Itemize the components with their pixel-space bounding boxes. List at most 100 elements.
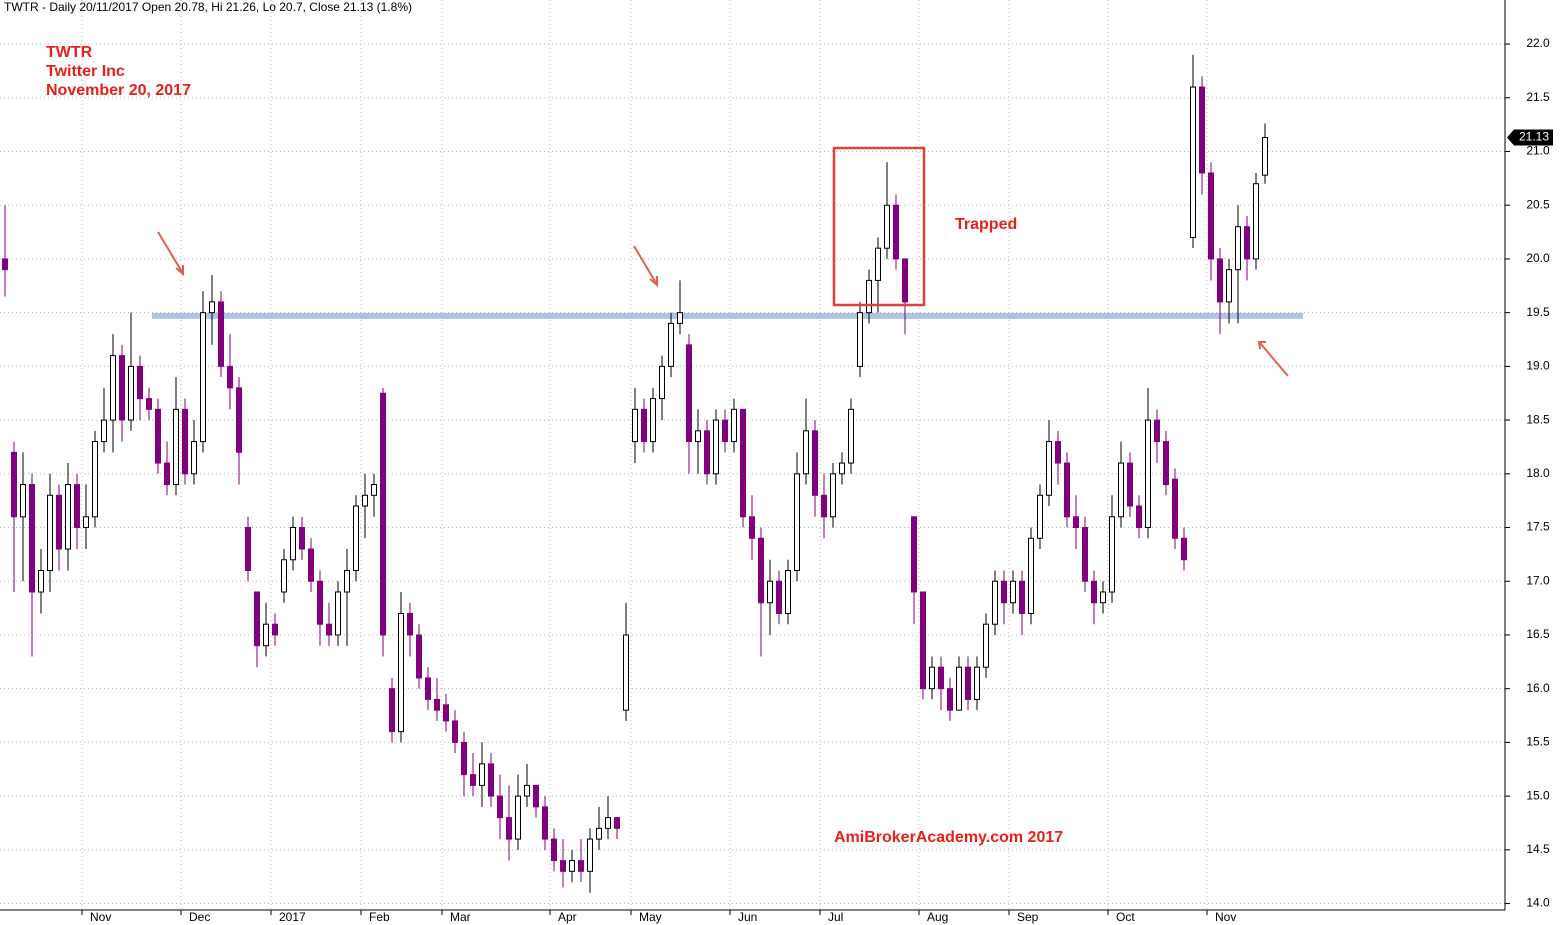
- candle-body: [902, 258, 908, 303]
- candle-body: [227, 365, 233, 389]
- candle-body: [434, 698, 440, 711]
- candle-body: [38, 569, 44, 593]
- x-tick-label: 2017: [279, 910, 306, 924]
- candle-body: [272, 623, 278, 636]
- trap-box: [832, 146, 926, 307]
- arrow: [1259, 342, 1289, 377]
- arrow-head: [649, 276, 658, 288]
- candle-body: [47, 494, 53, 571]
- candle-body: [884, 204, 890, 249]
- header: TWTR - Daily 20/11/2017 Open 20.78, Hi 2…: [4, 0, 412, 14]
- candle-body: [155, 408, 161, 464]
- candle-body: [794, 473, 800, 571]
- candle-body: [236, 387, 242, 453]
- candle-body: [1172, 478, 1178, 539]
- x-tick-label: Sep: [1017, 910, 1039, 924]
- axis-labels: 14.0 14.5 15.0 15.5 16.0 16.5 17.0 17.5 18.0 18.5…: [81, 36, 1553, 924]
- candle-body: [947, 688, 953, 711]
- x-tick-label: Nov: [1215, 910, 1236, 924]
- candle-body: [254, 591, 260, 647]
- last-price-label: 21.13: [1519, 130, 1549, 144]
- arrow: [157, 231, 183, 273]
- x-tick-label: Mar: [450, 910, 471, 924]
- candle-body: [560, 860, 566, 872]
- candle-body: [875, 247, 881, 281]
- candle-body: [308, 548, 314, 582]
- candle-body: [1082, 527, 1088, 582]
- candle-body: [326, 623, 332, 636]
- candle-body: [803, 430, 809, 475]
- candle-body: [407, 612, 413, 636]
- x-tick-label: Jul: [828, 910, 843, 924]
- candle-body: [479, 763, 485, 786]
- candle-body: [146, 398, 152, 410]
- candle-body: [650, 398, 656, 443]
- candle-body: [353, 505, 359, 571]
- candle-body: [1127, 462, 1133, 507]
- y-tick-label: 21.0: [1526, 144, 1550, 158]
- candle-body: [965, 666, 971, 700]
- candle-body: [452, 720, 458, 743]
- candle-body: [704, 430, 710, 475]
- arrow-head: [175, 265, 184, 277]
- candle-body: [812, 430, 818, 496]
- candle-body: [443, 704, 449, 722]
- arrow: [633, 245, 657, 284]
- candle-body: [218, 301, 224, 367]
- candle-body: [866, 279, 872, 314]
- candle-body: [1028, 537, 1034, 614]
- candle-body: [83, 516, 89, 529]
- candle-body: [731, 408, 737, 443]
- y-tick-label: 17.0: [1526, 573, 1550, 587]
- candle-body: [1181, 537, 1187, 561]
- candle-body: [848, 408, 854, 464]
- x-tick-label: May: [639, 910, 662, 924]
- candle-body: [740, 408, 746, 518]
- y-tick-label: 16.0: [1526, 681, 1550, 695]
- candle-body: [1217, 258, 1223, 303]
- candle-body: [785, 569, 791, 614]
- candle-body: [1001, 580, 1007, 604]
- candle-body: [1226, 269, 1232, 303]
- candle-body: [614, 817, 620, 829]
- candle-body: [551, 838, 557, 862]
- x-tick-label: Oct: [1116, 910, 1135, 924]
- candle-body: [1136, 505, 1142, 529]
- y-tick-label: 19.0: [1526, 359, 1550, 373]
- candle-body: [722, 419, 728, 443]
- candle-body: [1199, 86, 1205, 174]
- candle-body: [587, 838, 593, 872]
- candle-body: [1046, 441, 1052, 496]
- candle-body: [857, 312, 863, 367]
- y-tick-label: 17.5: [1526, 520, 1550, 534]
- candle-body: [1109, 516, 1115, 593]
- candle-body: [56, 494, 62, 550]
- candle-body: [515, 795, 521, 840]
- candle-body: [533, 784, 539, 808]
- candle-body: [290, 527, 296, 561]
- candle-body: [695, 430, 701, 443]
- candle-body: [299, 527, 305, 550]
- candle-body: [1100, 591, 1106, 604]
- candle-body: [506, 817, 512, 840]
- last-price-box: [1507, 129, 1553, 146]
- company: Twitter Inc: [46, 63, 125, 80]
- candle-body: [20, 484, 26, 518]
- x-tick-label: Feb: [369, 910, 390, 924]
- candle-body: [578, 860, 584, 872]
- candle-body: [821, 494, 827, 518]
- y-tick-label: 22.0: [1526, 36, 1550, 50]
- candle-body: [2, 258, 8, 271]
- candle-body: [380, 392, 386, 636]
- candle-body: [362, 494, 368, 507]
- candle-body: [1055, 441, 1061, 464]
- x-tick-label: Aug: [927, 910, 948, 924]
- candle-body: [101, 419, 107, 443]
- candle-body: [281, 559, 287, 593]
- candle-body: [1145, 419, 1151, 529]
- y-tick-label: 18.0: [1526, 466, 1550, 480]
- candle-body: [1163, 441, 1169, 486]
- candle-body: [398, 612, 404, 733]
